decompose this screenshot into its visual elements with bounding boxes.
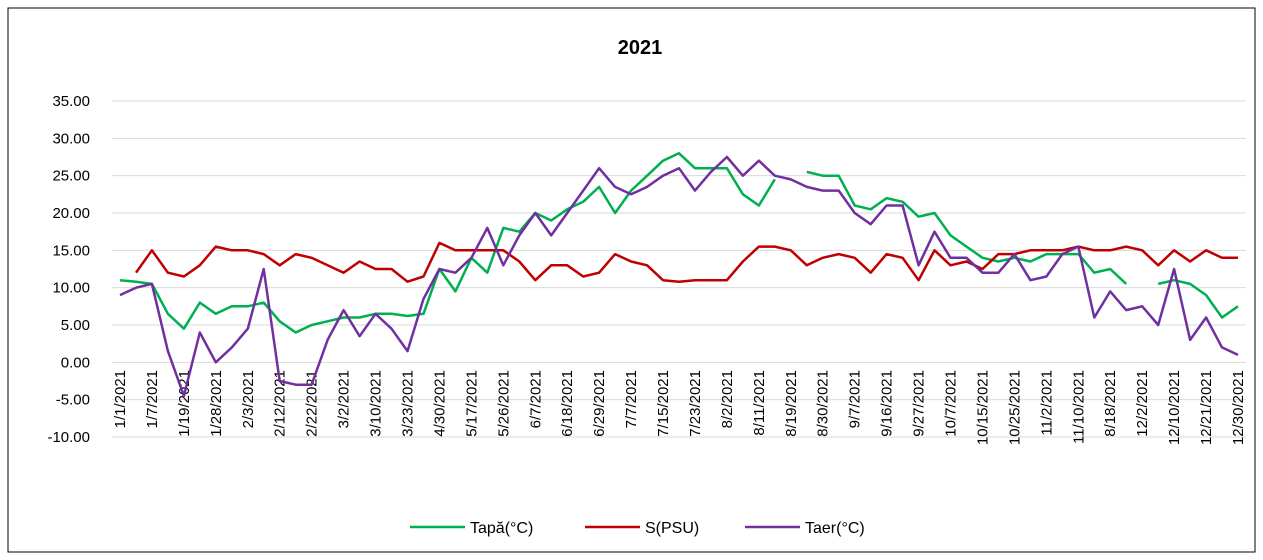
- x-tick-label: 12/10/2021: [1166, 370, 1183, 445]
- x-tick-label: 3/23/2021: [399, 370, 416, 437]
- x-tick-label: 9/16/2021: [879, 370, 896, 437]
- x-tick-label: 8/19/2021: [783, 370, 800, 437]
- legend-label: Tapă(°C): [470, 520, 533, 537]
- x-tick-label: 7/15/2021: [655, 370, 672, 437]
- x-tick-label: 12/21/2021: [1198, 370, 1215, 445]
- x-tick-label: 10/15/2021: [974, 370, 991, 445]
- legend-label: S(PSU): [645, 520, 699, 537]
- x-tick-label: 8/30/2021: [815, 370, 832, 437]
- x-tick-label: 9/7/2021: [847, 370, 864, 428]
- x-tick-label: 2/3/2021: [240, 370, 257, 428]
- y-tick-label: 30.00: [52, 130, 90, 147]
- x-tick-label: 5/26/2021: [495, 370, 512, 437]
- x-tick-label: 6/18/2021: [559, 370, 576, 437]
- x-tick-label: 1/28/2021: [208, 370, 225, 437]
- x-tick-label: 3/10/2021: [368, 370, 385, 437]
- y-tick-label: 0.00: [61, 354, 90, 371]
- x-tick-label: 1/7/2021: [144, 370, 161, 428]
- x-tick-label: 9/27/2021: [911, 370, 928, 437]
- legend-label: Taer(°C): [805, 520, 865, 537]
- y-tick-label: -10.00: [47, 429, 90, 446]
- x-tick-label: 11/2/2021: [1038, 370, 1055, 436]
- x-tick-label: 8/2/2021: [719, 370, 736, 428]
- series-line: [119, 155, 1239, 398]
- x-tick-label: 10/7/2021: [943, 370, 960, 437]
- y-tick-label: 10.00: [52, 280, 90, 297]
- y-tick-label: 15.00: [52, 242, 90, 259]
- x-tick-label: 11/10/2021: [1070, 370, 1087, 444]
- x-tick-label: 6/7/2021: [527, 370, 544, 428]
- x-tick-label: 12/2/2021: [1134, 370, 1151, 437]
- x-tick-label: 2/22/2021: [304, 370, 321, 437]
- x-tick-label: 4/30/2021: [431, 370, 448, 437]
- y-tick-label: 20.00: [52, 205, 90, 222]
- series-line: [134, 241, 1238, 283]
- x-tick-label: 7/7/2021: [623, 370, 640, 428]
- y-tick-label: 35.00: [52, 93, 90, 110]
- x-tick-label: 1/1/2021: [112, 370, 129, 428]
- x-tick-label: 8/11/2021: [751, 370, 768, 436]
- x-tick-label: 5/17/2021: [463, 370, 480, 437]
- x-tick-label: 6/29/2021: [591, 370, 608, 437]
- y-tick-label: 5.00: [61, 317, 90, 334]
- x-tick-label: 12/30/2021: [1230, 370, 1247, 445]
- x-tick-label: 2/12/2021: [272, 370, 289, 437]
- y-tick-label: 25.00: [52, 168, 90, 185]
- x-tick-label: 7/23/2021: [687, 370, 704, 437]
- chart-border: [7, 7, 1256, 553]
- x-tick-label: 3/2/2021: [336, 370, 353, 428]
- y-tick-label: -5.00: [56, 392, 90, 409]
- x-tick-label: 10/25/2021: [1006, 370, 1023, 445]
- chart-title: 2021: [618, 37, 663, 59]
- x-tick-label: 8/18/2021: [1102, 370, 1119, 437]
